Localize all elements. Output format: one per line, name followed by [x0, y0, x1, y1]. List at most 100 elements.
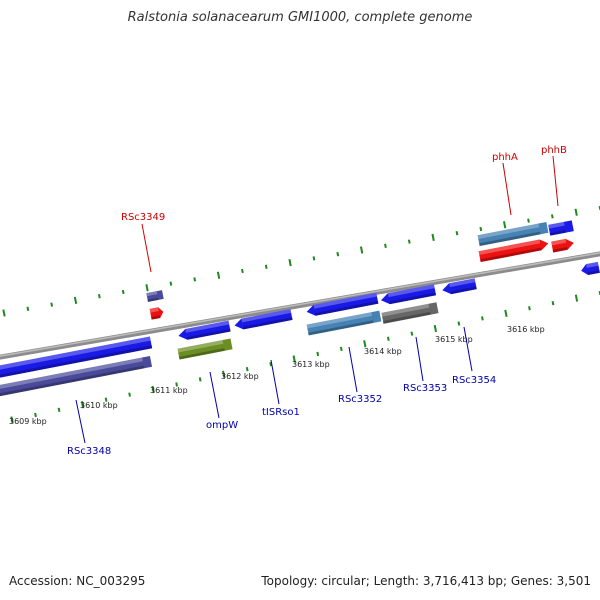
callout-line	[348, 346, 358, 393]
reverse-scale-tick	[339, 346, 343, 352]
forward-scale-tick	[574, 208, 578, 216]
scale-label: 3615 kbp	[435, 335, 473, 344]
gene-glyph-rsc3353	[381, 302, 439, 324]
gene-body	[477, 221, 549, 247]
gene-label-phhb: phhB	[541, 145, 567, 156]
gene-highlight	[381, 303, 430, 317]
scale-label: 3609 kbp	[9, 417, 47, 426]
gene-body	[380, 284, 437, 305]
gene-shadow	[450, 286, 477, 295]
gene-shadow	[549, 229, 566, 236]
reverse-scale-tick	[316, 351, 320, 357]
callout-line	[75, 399, 86, 444]
gene-glyph-rsc3349	[146, 290, 164, 302]
forward-scale-tick	[407, 239, 411, 244]
forward-scale-tick	[384, 243, 387, 248]
forward-scale-tick	[97, 294, 101, 299]
gene-highlight	[313, 292, 378, 309]
forward-scale-tick	[336, 252, 340, 257]
reverse-scale-tick	[10, 416, 14, 424]
forward-scale-tick	[288, 258, 292, 267]
gene-shadow	[552, 247, 568, 253]
accession-text: Accession: NC_003295	[9, 574, 146, 588]
forward-scale-tick	[121, 289, 125, 295]
gene-label-rsc3349: RSc3349	[121, 212, 165, 223]
reverse-scale-tick	[551, 301, 555, 306]
gene-highlight	[0, 336, 151, 371]
gene-shadow	[479, 231, 541, 247]
reverse-scale-tick	[386, 336, 390, 341]
forward-scale-tick	[73, 296, 78, 305]
gene-shadow	[587, 269, 600, 275]
gene-highlight	[185, 320, 230, 333]
reverse-scale-tick	[151, 385, 155, 394]
gene-glyph-rsc3354	[442, 278, 477, 295]
gene-glyph-ompw	[177, 338, 233, 360]
gene-highlight	[177, 339, 224, 353]
genome-backbone	[0, 251, 600, 360]
reverse-scale-tick	[57, 407, 61, 412]
map-title: Ralstonia solanacearum GMI1000, complete…	[127, 10, 473, 25]
gene-body	[381, 302, 439, 324]
callout-line	[552, 155, 559, 207]
genome-backbone-highlight	[0, 252, 600, 357]
callout-line	[270, 359, 280, 405]
gene-highlight	[449, 278, 476, 288]
forward-scale-tick	[431, 233, 435, 242]
reverse-scale-tick	[481, 316, 484, 321]
gene-shadow	[179, 348, 225, 360]
gene-body	[177, 338, 233, 360]
gene-highlight	[0, 357, 143, 392]
scale-label: 3613 kbp	[292, 360, 330, 369]
gene-label-ompw: ompW	[206, 420, 238, 431]
reverse-scale-tick	[363, 340, 367, 348]
gene-highlight	[149, 307, 159, 313]
genome-summary-text: Topology: circular; Length: 3,716,413 bp…	[261, 574, 591, 588]
gene-shadow	[242, 317, 293, 330]
forward-scale-tick	[527, 218, 530, 223]
gene-label-rsc3348: RSc3348	[67, 446, 111, 457]
forward-scale-tick	[50, 302, 54, 307]
reverse-scale-tick	[457, 321, 461, 326]
gene-highlight	[586, 261, 599, 268]
forward-scale-tick	[264, 264, 268, 269]
gene-highlight	[551, 238, 567, 246]
gene-label-rsc3353: RSc3353	[403, 383, 447, 394]
gene-body	[178, 320, 231, 340]
callout-line	[141, 223, 152, 273]
gene-glyph-rsc3352	[306, 292, 379, 316]
scale-label: 3612 kbp	[221, 372, 259, 381]
gene-shadow	[383, 311, 431, 324]
reverse-scale-tick	[198, 377, 202, 382]
gene-glyph-phha	[477, 221, 549, 247]
gene-highlight	[478, 239, 541, 256]
reverse-scale-tick	[128, 392, 131, 397]
gene-body	[548, 220, 574, 236]
callout-line	[415, 336, 424, 382]
reverse-scale-tick	[104, 397, 108, 402]
gene-shadow	[0, 365, 145, 399]
forward-scale-tick	[241, 268, 244, 274]
forward-scale-tick	[455, 231, 459, 236]
forward-scale-tick	[193, 277, 197, 282]
scale-label: 3611 kbp	[150, 386, 188, 395]
gene-glyph-phha	[478, 239, 549, 263]
gene-glyph-phhb	[548, 220, 574, 236]
reverse-scale-tick	[34, 412, 37, 418]
gene-highlight	[306, 312, 373, 329]
gene-shadow	[389, 292, 437, 305]
forward-scale-tick	[479, 226, 483, 232]
gene-body	[234, 309, 293, 330]
gene-highlight	[241, 309, 292, 323]
scale-label: 3616 kbp	[507, 325, 545, 334]
forward-scale-tick	[359, 246, 364, 254]
reverse-scale-tick	[80, 401, 85, 409]
gene-highlight	[477, 223, 540, 240]
reverse-scale-tick	[269, 361, 273, 367]
gene-glyph-rsc3352	[306, 310, 382, 336]
reverse-scale-tick	[175, 382, 179, 387]
forward-scale-tick	[550, 214, 554, 219]
gene-body	[146, 290, 164, 302]
